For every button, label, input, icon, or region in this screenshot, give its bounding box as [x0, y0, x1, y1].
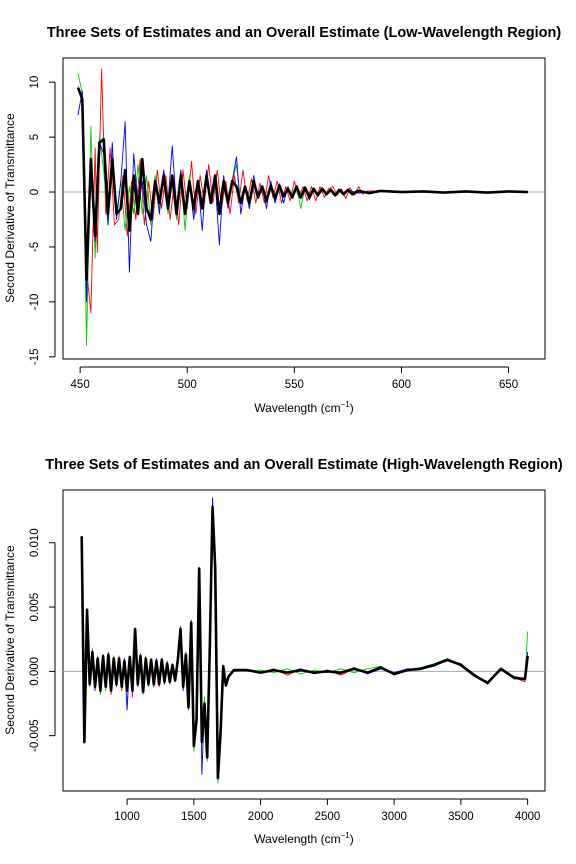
y-axis: -0.005 0.000 0.005 0.010: [29, 528, 56, 752]
series-line-set3: [81, 497, 529, 778]
x-tick-label: 1500: [181, 811, 207, 823]
x-axis-label: Wavelength (cm−1): [254, 831, 353, 846]
x-axis-label: Wavelength (cm−1): [254, 400, 353, 415]
x-tick-label: 3500: [448, 811, 474, 823]
series-line-overall: [80, 505, 529, 780]
y-tick-label: 0.010: [29, 528, 41, 557]
y-tick-label: 0.000: [29, 657, 41, 686]
chart-low-wavelength: Three Sets of Estimates and an Overall E…: [3, 25, 561, 415]
y-tick-label: 10: [29, 76, 41, 89]
y-tick-label: -5: [29, 242, 41, 252]
x-tick-label: 1000: [114, 811, 140, 823]
y-tick-label: -0.005: [29, 719, 41, 752]
x-tick-label: 2000: [248, 811, 274, 823]
series-layer: [80, 497, 529, 784]
y-tick-label: 0.005: [29, 593, 41, 622]
y-tick-label: 5: [29, 134, 41, 140]
x-axis: 1000 1500 2000 2500 3000 3500 4000: [114, 798, 541, 823]
x-axis: 450 500 550 600 650: [71, 366, 518, 391]
y-tick-label: 0: [29, 189, 41, 195]
chart-high-wavelength: Three Sets of Estimates and an Overall E…: [3, 457, 563, 846]
x-tick-label: 2500: [315, 811, 341, 823]
y-axis-label: Second Derivative of Transmittance: [3, 545, 17, 735]
x-tick-label: 500: [178, 379, 197, 391]
series-line-set1: [81, 516, 529, 775]
y-tick-label: -15: [29, 348, 41, 365]
plot-frame: [62, 489, 546, 792]
x-tick-label: 450: [71, 379, 90, 391]
y-axis-label: Second Derivative of Transmittance: [3, 113, 17, 303]
x-tick-label: 650: [499, 379, 518, 391]
series-line-set2: [81, 510, 529, 784]
chart-title: Three Sets of Estimates and an Overall E…: [45, 457, 563, 473]
x-tick-label: 4000: [515, 811, 541, 823]
x-tick-label: 3000: [381, 811, 407, 823]
chart-title: Three Sets of Estimates and an Overall E…: [47, 25, 561, 41]
x-tick-label: 550: [285, 379, 304, 391]
series-line-overall: [76, 87, 528, 282]
series-line-set1: [77, 68, 528, 314]
y-axis: -15 -10 -5 0 5 10: [29, 76, 56, 365]
series-layer: [76, 68, 528, 347]
y-tick-label: -10: [29, 294, 41, 311]
x-tick-label: 600: [392, 379, 411, 391]
plot-frame: [62, 57, 546, 360]
